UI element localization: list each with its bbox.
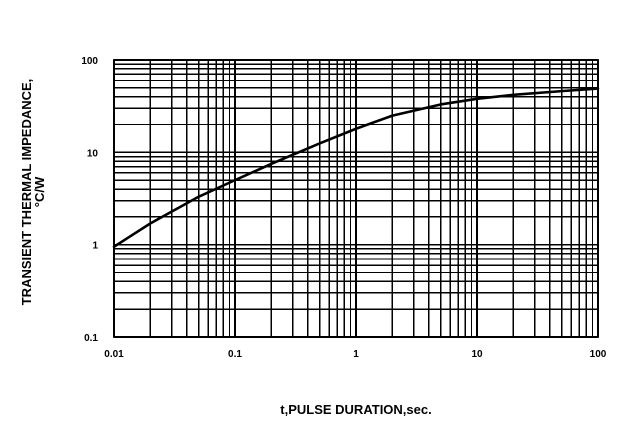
plot-frame — [113, 59, 599, 338]
series-layer — [112, 87, 600, 249]
tick-labels: 0.01 0.1 1 10 100 0.1 1 10 100 — [81, 56, 606, 360]
grid — [113, 59, 599, 338]
y-axis-title: TRANSIENT THERMAL IMPEDANCE, — [19, 79, 34, 306]
y-axis-unit: °C/W — [32, 176, 47, 207]
y-tick-label: 0.1 — [84, 333, 98, 344]
series-line-1 — [112, 87, 600, 249]
x-axis-title: t,PULSE DURATION,sec. — [280, 402, 431, 417]
x-tick-label: 1 — [353, 349, 359, 360]
y-tick-label: 1 — [92, 241, 98, 252]
x-tick-label: 0.1 — [228, 349, 242, 360]
x-tick-label: 0.01 — [104, 349, 124, 360]
x-tick-label: 10 — [471, 349, 483, 360]
x-tick-label: 100 — [590, 349, 607, 360]
y-tick-label: 10 — [87, 148, 99, 159]
y-tick-label: 100 — [81, 56, 98, 67]
